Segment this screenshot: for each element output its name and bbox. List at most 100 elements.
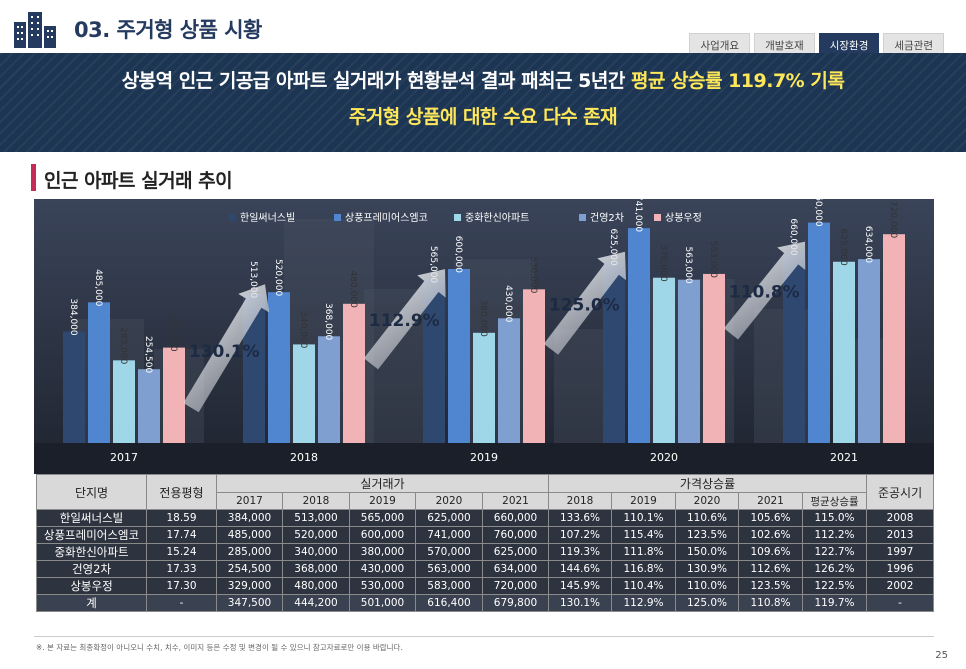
cell-built-year: 1997 <box>866 543 935 561</box>
cell-price: 563,000 <box>415 560 483 578</box>
legend-swatch <box>579 214 586 221</box>
cell-price: 741,000 <box>415 526 483 544</box>
cell-price: 513,000 <box>282 509 350 527</box>
cell-rate: 115.0% <box>802 509 868 527</box>
bar <box>628 228 650 443</box>
cell-rate: 150.0% <box>675 543 740 561</box>
cell-built-year: - <box>866 594 935 612</box>
bar-value-label: 254,500 <box>143 336 153 373</box>
cell-price: 530,000 <box>349 577 416 595</box>
cell-area: - <box>146 594 217 612</box>
bar <box>833 261 855 443</box>
bar <box>678 279 700 443</box>
subsection-accent-bar <box>31 164 36 191</box>
header-price-year: 2020 <box>415 492 483 510</box>
cell-rate: 116.8% <box>611 560 677 578</box>
cell-price: 254,500 <box>216 560 283 578</box>
growth-arrow-shape <box>363 269 446 370</box>
growth-arrow <box>363 269 446 370</box>
x-tick-label: 2021 <box>830 451 858 464</box>
headline-prefix: 상봉역 인근 기공급 아파트 실거래가 현황분석 결과 <box>121 70 522 92</box>
bar <box>703 273 725 443</box>
cell-price: 625,000 <box>481 543 550 561</box>
bar-value-label: 741,000 <box>633 199 643 232</box>
table-row: 중화한신아파트 15.24 285,000 340,000 380,000 570,000… <box>36 543 935 561</box>
table-row: 한일써너스빌 18.59 384,000 513,000 565,000 625,000 6… <box>36 509 935 527</box>
cell-rate: 130.1% <box>548 594 613 612</box>
cell-price: 444,200 <box>282 594 350 612</box>
cell-rate: 112.6% <box>738 560 804 578</box>
legend-label: 상풍프레미어스엠코 <box>345 212 428 224</box>
cell-rate: 110.0% <box>675 577 740 595</box>
legend-swatch <box>654 214 661 221</box>
cell-rate: 119.3% <box>548 543 613 561</box>
cell-price: 285,000 <box>216 543 283 561</box>
cell-complex-name: 계 <box>36 594 147 612</box>
header-price-year: 2018 <box>282 492 350 510</box>
bar-value-label: 520,000 <box>273 259 283 296</box>
growth-arrow <box>723 241 806 340</box>
cell-rate: 123.5% <box>738 577 804 595</box>
buildings-logo-icon <box>14 12 56 48</box>
bar-value-label: 565,000 <box>428 246 438 283</box>
cell-price: 368,000 <box>282 560 350 578</box>
bar-value-label: 570,000 <box>658 244 668 281</box>
cell-rate: 123.5% <box>675 526 740 544</box>
bar-value-label: 720,000 <box>888 201 898 238</box>
growth-arrow-shape <box>723 241 806 340</box>
section-title: 03. 주거형 상품 시황 <box>74 18 262 42</box>
cell-price: 520,000 <box>282 526 350 544</box>
cell-complex-name: 한일써너스빌 <box>36 509 147 527</box>
header-price-year: 2017 <box>216 492 283 510</box>
bar-value-label: 625,000 <box>608 229 618 266</box>
cell-complex-name: 건영2차 <box>36 560 147 578</box>
cell-complex-name: 상풍프레미어스엠코 <box>36 526 147 544</box>
cell-price: 570,000 <box>415 543 483 561</box>
cell-rate: 107.2% <box>548 526 613 544</box>
cell-price: 634,000 <box>481 560 550 578</box>
cell-rate: 119.7% <box>802 594 868 612</box>
header-rate-year: 2021 <box>738 492 804 510</box>
headline-line-2: 주거형 상품에 대한 수요 다수 존재 <box>348 106 618 128</box>
cell-rate: 111.8% <box>611 543 677 561</box>
bar-value-label: 625,000 <box>838 229 848 266</box>
x-tick-label: 2019 <box>470 451 498 464</box>
cell-rate: 115.4% <box>611 526 677 544</box>
header-complex-name: 단지명 <box>36 474 147 510</box>
bar <box>243 294 265 443</box>
header-group-rate: 가격상승률 <box>548 474 868 493</box>
headline-highlight: 평균 상승률 119.7% 기록 <box>630 70 845 92</box>
growth-arrow <box>183 284 270 413</box>
cell-built-year: 1996 <box>866 560 935 578</box>
bar-value-label: 583,000 <box>708 241 718 278</box>
bar <box>523 289 545 443</box>
bar-value-label: 660,000 <box>788 218 798 255</box>
cell-area: 18.59 <box>146 509 217 527</box>
cell-price: 720,000 <box>481 577 550 595</box>
cell-complex-name: 중화한신아파트 <box>36 543 147 561</box>
growth-rate-label: 130.1% <box>189 342 260 362</box>
cell-area: 17.33 <box>146 560 217 578</box>
bar <box>423 279 445 443</box>
bar-value-label: 380,000 <box>478 300 488 337</box>
headline-line-1: 상봉역 인근 기공급 아파트 실거래가 현황분석 결과 패최근 5년간 평균 상… <box>0 66 966 93</box>
price-table: 단지명 전용평형 실거래가 가격상승률 준공시기 2017 2018 2019 202… <box>36 474 935 612</box>
legend-label: 건영2차 <box>590 212 624 224</box>
cell-price: 485,000 <box>216 526 283 544</box>
bar-value-label: 485,000 <box>93 269 103 306</box>
cell-price: 625,000 <box>415 509 483 527</box>
bar-value-label: 634,000 <box>863 226 873 263</box>
legend-swatch <box>334 214 341 221</box>
cell-complex-name: 상봉우정 <box>36 577 147 595</box>
legend-swatch <box>454 214 461 221</box>
headline-banner <box>0 53 966 152</box>
cell-rate: 145.9% <box>548 577 613 595</box>
growth-arrow-shape <box>183 284 270 413</box>
bar <box>858 259 880 443</box>
bar <box>163 347 185 443</box>
bar <box>473 332 495 443</box>
cell-rate: 109.6% <box>738 543 804 561</box>
bar-value-label: 563,000 <box>683 247 693 284</box>
x-tick-label: 2018 <box>290 451 318 464</box>
growth-rate-label: 110.8% <box>729 282 800 302</box>
